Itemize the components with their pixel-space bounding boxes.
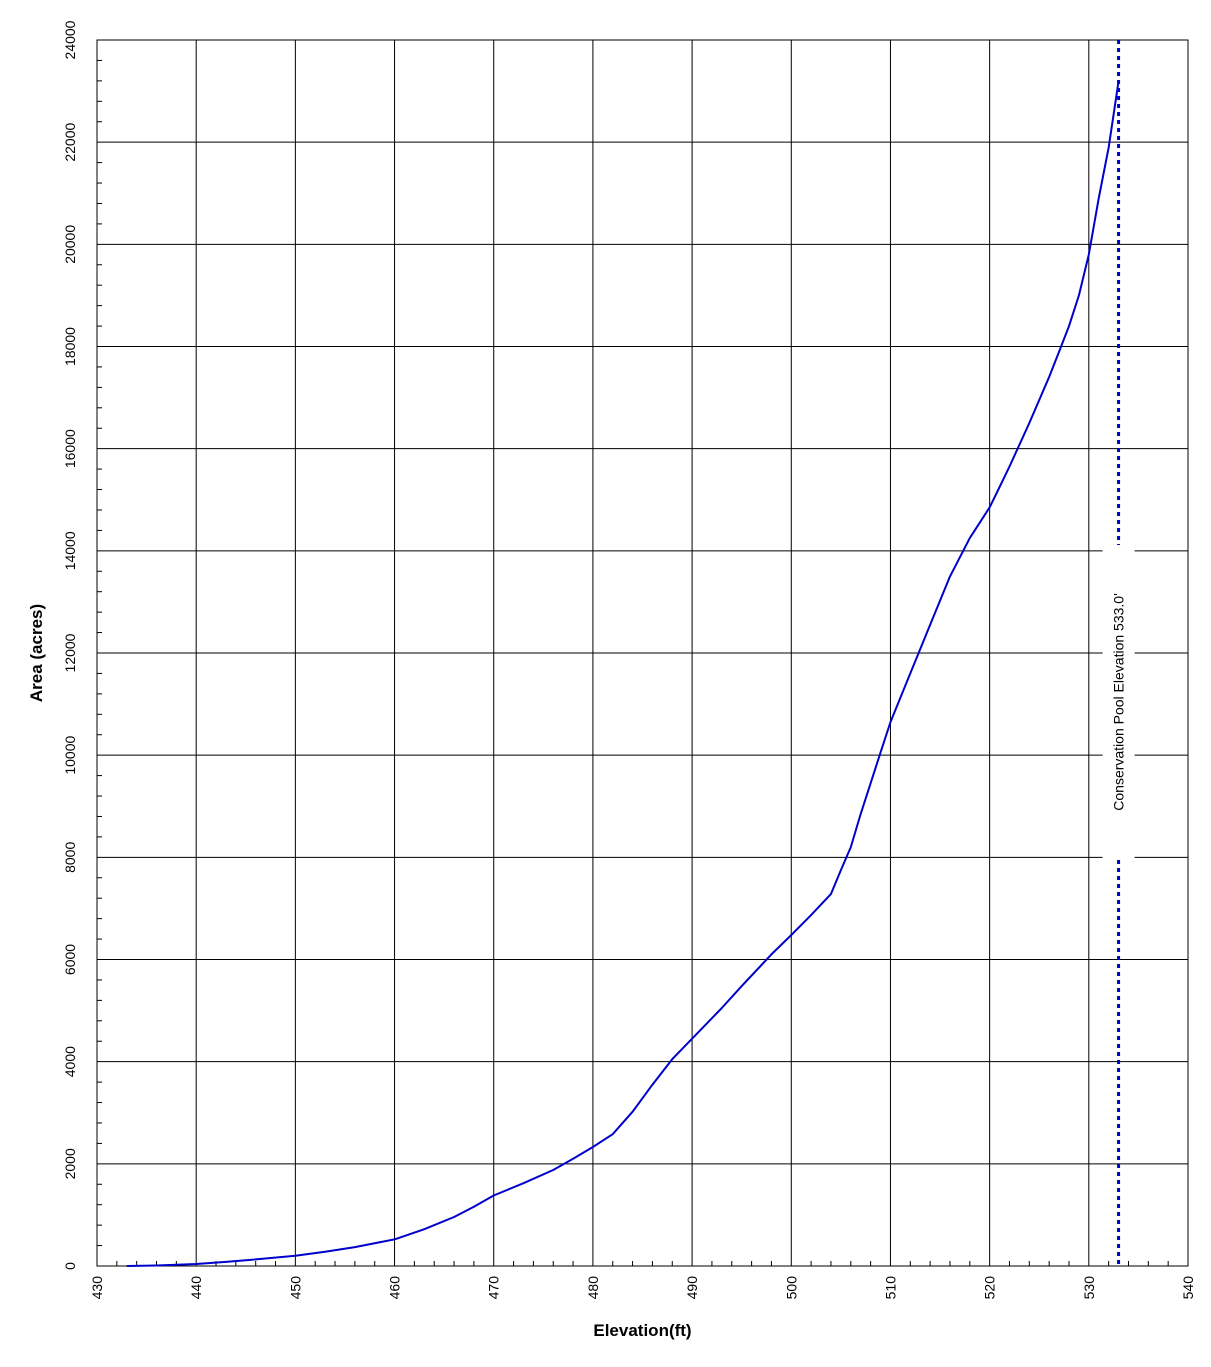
y-tick-label: 14000	[62, 531, 78, 570]
x-tick-label: 440	[188, 1276, 204, 1300]
y-tick-label: 10000	[62, 735, 78, 774]
x-tick-label: 500	[783, 1276, 799, 1300]
x-axis-title: Elevation(ft)	[593, 1321, 691, 1340]
y-tick-label: 6000	[62, 944, 78, 975]
x-tick-label: 490	[684, 1276, 700, 1300]
x-tick-label: 540	[1180, 1276, 1196, 1300]
x-tick-label: 470	[486, 1276, 502, 1300]
x-tick-label: 480	[585, 1276, 601, 1300]
x-tick-label: 450	[287, 1276, 303, 1300]
x-tick-label: 530	[1081, 1276, 1097, 1300]
y-tick-label: 20000	[62, 225, 78, 264]
area-elevation-curve	[126, 80, 1120, 1267]
annotation-label-background	[1102, 545, 1135, 860]
y-tick-label: 2000	[62, 1148, 78, 1179]
y-tick-label: 12000	[62, 633, 78, 672]
y-tick-labels: 0 2000 4000 6000 8000 10000 12000 14000 16000 180…	[62, 20, 78, 1270]
x-tick-label: 510	[882, 1276, 898, 1300]
x-tick-label: 460	[387, 1276, 403, 1300]
y-tick-label: 22000	[62, 122, 78, 161]
y-tick-label: 0	[62, 1262, 78, 1270]
y-tick-label: 18000	[62, 327, 78, 366]
y-tick-label: 4000	[62, 1046, 78, 1077]
plot-area-frame	[96, 39, 1189, 1267]
annotation-layer: Conservation Pool Elevation 533.0'	[1102, 40, 1135, 1266]
gridlines	[96, 39, 1189, 1267]
y-tick-label: 24000	[62, 20, 78, 59]
x-tick-labels: 430 440 450 460 470 480 490 500 510 520 530 540	[89, 1276, 1196, 1300]
y-tick-label: 8000	[62, 842, 78, 873]
minor-ticks	[97, 59, 1169, 1266]
x-tick-label: 430	[89, 1276, 105, 1300]
x-tick-label: 520	[982, 1276, 998, 1300]
y-tick-label: 16000	[62, 429, 78, 468]
conservation-pool-label: Conservation Pool Elevation 533.0'	[1111, 593, 1127, 810]
series-layer	[126, 80, 1120, 1267]
y-axis-title: Area (acres)	[27, 604, 46, 702]
